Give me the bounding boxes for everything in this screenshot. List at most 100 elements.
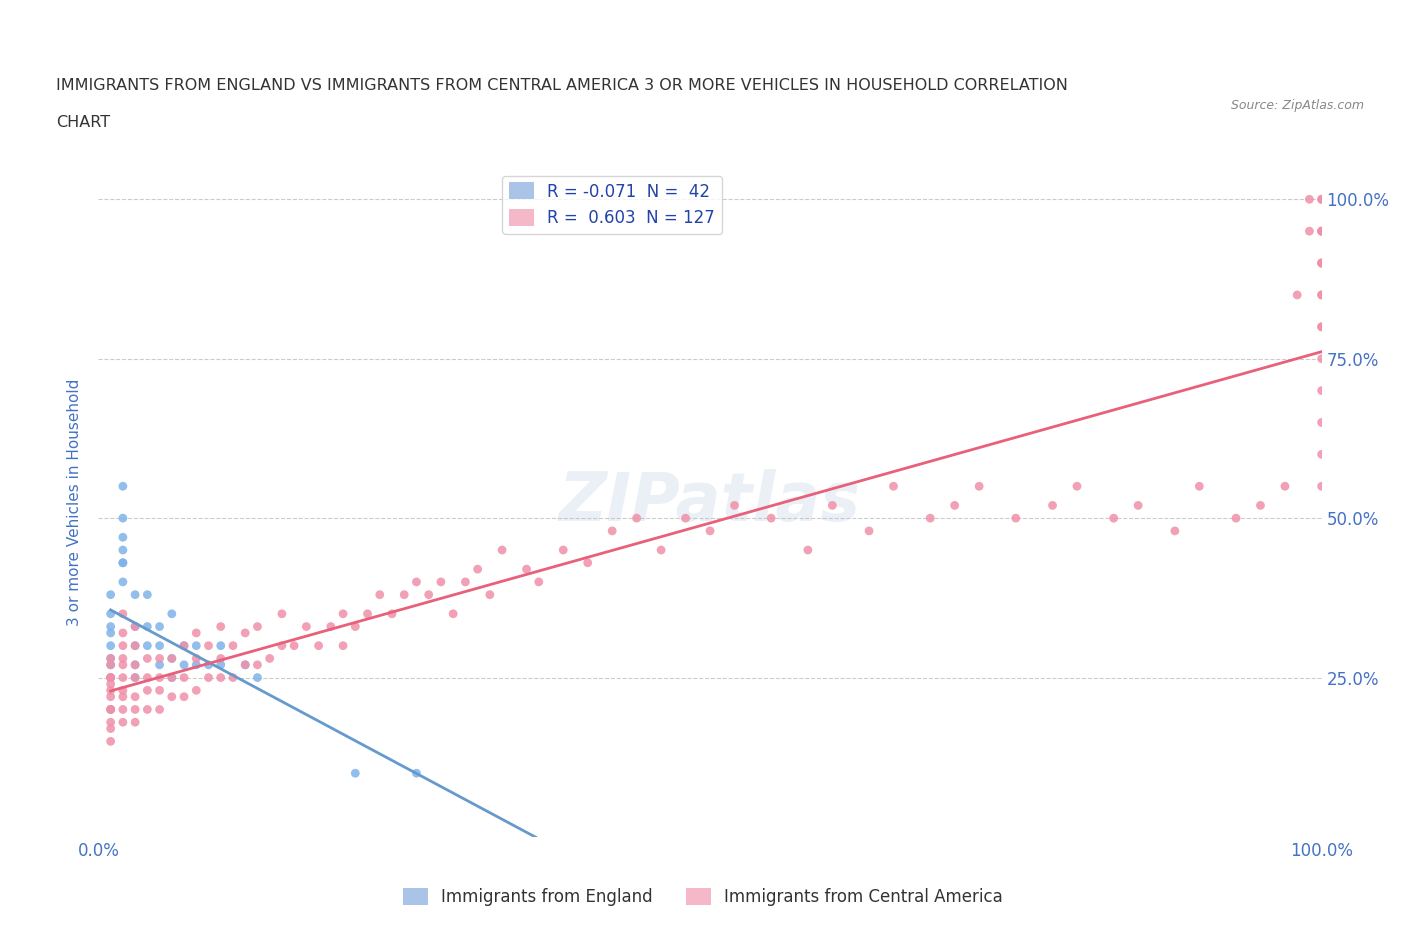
- Point: [100, 606, 122, 621]
- Point: [100, 676, 122, 691]
- Point: [124, 619, 146, 634]
- Point: [454, 575, 477, 590]
- Point: [1310, 447, 1333, 462]
- Point: [1310, 383, 1333, 398]
- Point: [626, 511, 648, 525]
- Point: [222, 638, 245, 653]
- Point: [136, 683, 159, 698]
- Text: CHART: CHART: [56, 115, 110, 130]
- Point: [136, 638, 159, 653]
- Point: [197, 658, 219, 672]
- Text: ZIPatlas: ZIPatlas: [560, 470, 860, 535]
- Point: [699, 524, 721, 538]
- Point: [356, 606, 378, 621]
- Point: [186, 683, 208, 698]
- Point: [209, 651, 232, 666]
- Point: [100, 587, 122, 602]
- Point: [124, 671, 146, 685]
- Point: [491, 542, 513, 557]
- Point: [111, 606, 134, 621]
- Point: [100, 734, 122, 749]
- Point: [1102, 511, 1125, 525]
- Point: [173, 671, 195, 685]
- Point: [478, 587, 501, 602]
- Point: [111, 671, 134, 685]
- Point: [149, 638, 172, 653]
- Point: [149, 702, 172, 717]
- Point: [1298, 224, 1320, 239]
- Point: [858, 524, 880, 538]
- Point: [173, 658, 195, 672]
- Point: [368, 587, 391, 602]
- Point: [332, 606, 354, 621]
- Point: [1310, 224, 1333, 239]
- Point: [186, 638, 208, 653]
- Point: [821, 498, 844, 512]
- Point: [111, 479, 134, 494]
- Point: [1310, 256, 1333, 271]
- Point: [197, 638, 219, 653]
- Point: [344, 619, 367, 634]
- Point: [332, 638, 354, 653]
- Point: [600, 524, 623, 538]
- Point: [209, 671, 232, 685]
- Point: [943, 498, 966, 512]
- Text: IMMIGRANTS FROM ENGLAND VS IMMIGRANTS FROM CENTRAL AMERICA 3 OR MORE VEHICLES IN: IMMIGRANTS FROM ENGLAND VS IMMIGRANTS FR…: [56, 78, 1069, 93]
- Point: [270, 638, 294, 653]
- Point: [100, 683, 122, 698]
- Point: [100, 619, 122, 634]
- Point: [319, 619, 342, 634]
- Point: [209, 619, 232, 634]
- Point: [186, 626, 208, 641]
- Point: [233, 658, 256, 672]
- Point: [1310, 224, 1333, 239]
- Point: [197, 671, 219, 685]
- Point: [246, 671, 269, 685]
- Point: [418, 587, 440, 602]
- Point: [124, 671, 146, 685]
- Point: [173, 638, 195, 653]
- Point: [797, 542, 820, 557]
- Legend: R = -0.071  N =  42, R =  0.603  N = 127: R = -0.071 N = 42, R = 0.603 N = 127: [502, 176, 721, 233]
- Point: [1310, 352, 1333, 366]
- Point: [100, 702, 122, 717]
- Point: [1310, 256, 1333, 271]
- Point: [1310, 287, 1333, 302]
- Point: [100, 721, 122, 736]
- Point: [149, 619, 172, 634]
- Point: [430, 575, 453, 590]
- Point: [160, 606, 183, 621]
- Point: [650, 542, 672, 557]
- Point: [186, 658, 208, 672]
- Point: [160, 651, 183, 666]
- Point: [136, 702, 159, 717]
- Point: [111, 555, 134, 570]
- Point: [1310, 192, 1333, 206]
- Point: [270, 606, 294, 621]
- Point: [124, 587, 146, 602]
- Point: [136, 651, 159, 666]
- Point: [1310, 256, 1333, 271]
- Point: [111, 658, 134, 672]
- Point: [308, 638, 330, 653]
- Point: [100, 671, 122, 685]
- Point: [100, 658, 122, 672]
- Point: [283, 638, 305, 653]
- Point: [124, 689, 146, 704]
- Point: [160, 651, 183, 666]
- Point: [527, 575, 550, 590]
- Point: [761, 511, 783, 525]
- Point: [111, 683, 134, 698]
- Point: [920, 511, 942, 525]
- Y-axis label: 3 or more Vehicles in Household: 3 or more Vehicles in Household: [67, 379, 83, 626]
- Point: [136, 587, 159, 602]
- Point: [344, 765, 367, 780]
- Point: [136, 671, 159, 685]
- Legend: Immigrants from England, Immigrants from Central America: Immigrants from England, Immigrants from…: [396, 881, 1010, 912]
- Point: [100, 715, 122, 730]
- Point: [160, 671, 183, 685]
- Point: [1310, 287, 1333, 302]
- Point: [160, 689, 183, 704]
- Point: [1188, 479, 1211, 494]
- Text: Source: ZipAtlas.com: Source: ZipAtlas.com: [1230, 99, 1364, 112]
